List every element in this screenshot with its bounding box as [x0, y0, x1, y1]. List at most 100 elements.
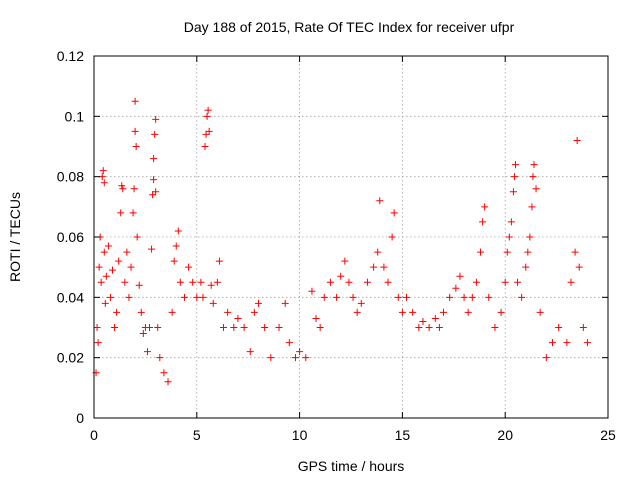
- data-point: [579, 324, 587, 331]
- data-point: [230, 324, 238, 331]
- data-point: [312, 314, 320, 322]
- data-point: [505, 233, 513, 241]
- data-point: [240, 324, 248, 331]
- data-point: [548, 339, 556, 347]
- data-point: [394, 293, 402, 301]
- data-point: [193, 293, 201, 301]
- data-point: [132, 143, 140, 150]
- data-point: [106, 293, 114, 301]
- data-point: [137, 308, 145, 316]
- data-point: [583, 339, 591, 347]
- x-tick-labels: 0 5 10 15 20 25: [90, 427, 616, 443]
- data-point: [207, 281, 215, 289]
- y-axis-label: ROTI / TECUs: [7, 192, 23, 282]
- data-point: [102, 272, 110, 280]
- data-point: [522, 263, 530, 271]
- data-point: [497, 308, 505, 316]
- data-point: [139, 330, 147, 338]
- data-point: [374, 248, 382, 256]
- x-tick-label: 10: [292, 427, 308, 443]
- data-point: [180, 293, 188, 301]
- data-point: [119, 185, 127, 193]
- data-point: [419, 317, 427, 325]
- data-point: [370, 263, 378, 271]
- data-point: [154, 324, 162, 331]
- x-tick-label: 20: [497, 427, 513, 443]
- data-point: [133, 233, 141, 241]
- data-point: [333, 293, 341, 301]
- data-point: [363, 278, 371, 286]
- data-point: [349, 293, 357, 301]
- data-point: [357, 299, 365, 307]
- data-point: [160, 369, 168, 377]
- data-point: [170, 257, 178, 265]
- data-point: [308, 287, 316, 295]
- x-tick-label: 25: [600, 427, 616, 443]
- data-point: [532, 185, 540, 193]
- data-point: [152, 115, 160, 123]
- axis-ticks: [93, 55, 609, 419]
- data-point: [337, 272, 345, 280]
- data-point: [111, 324, 119, 331]
- data-point: [296, 348, 304, 356]
- data-point: [146, 324, 154, 331]
- x-tick-label: 5: [193, 427, 201, 443]
- data-point: [468, 293, 476, 301]
- data-point: [501, 278, 509, 286]
- y-tick-label: 0.12: [57, 48, 84, 64]
- y-tick-label: 0.1: [65, 108, 85, 124]
- data-point: [326, 278, 334, 286]
- data-point: [435, 324, 443, 331]
- data-point: [220, 324, 228, 331]
- data-point: [176, 278, 184, 286]
- data-point: [507, 218, 515, 226]
- data-point: [100, 179, 108, 187]
- data-point: [431, 314, 439, 322]
- data-point: [555, 324, 563, 331]
- data-point: [130, 185, 138, 193]
- data-point: [149, 191, 157, 199]
- data-point: [575, 263, 583, 271]
- data-point: [563, 339, 571, 347]
- data-point: [528, 203, 536, 211]
- data-point: [152, 188, 160, 196]
- data-point: [121, 278, 129, 286]
- data-point: [510, 173, 518, 181]
- data-point: [526, 233, 534, 241]
- data-point: [456, 272, 464, 280]
- data-point: [127, 263, 135, 271]
- data-point: [518, 293, 526, 301]
- data-point: [353, 308, 361, 316]
- data-point: [440, 308, 448, 316]
- data-point: [485, 293, 493, 301]
- data-point: [376, 197, 384, 205]
- data-point: [536, 308, 544, 316]
- data-point: [514, 278, 522, 286]
- data-point: [529, 173, 537, 181]
- data-point: [174, 227, 182, 235]
- data-point: [446, 293, 454, 301]
- data-point: [503, 248, 511, 256]
- data-point: [530, 161, 538, 169]
- data-point: [213, 278, 221, 286]
- y-tick-label: 0.08: [57, 169, 84, 185]
- data-point: [254, 299, 262, 307]
- data-point: [542, 354, 550, 362]
- data-point: [388, 233, 396, 241]
- x-axis-label: GPS time / hours: [298, 458, 405, 474]
- data-point: [491, 324, 499, 331]
- data-point: [571, 248, 579, 256]
- data-point: [509, 188, 517, 196]
- data-point: [511, 161, 519, 169]
- data-point: [202, 130, 210, 138]
- data-point: [97, 278, 105, 286]
- data-point: [131, 97, 139, 105]
- data-point: [131, 127, 139, 135]
- y-tick-labels: 0 0.02 0.04 0.06 0.08 0.1 0.12: [57, 48, 84, 426]
- data-point: [150, 155, 158, 163]
- data-point: [156, 354, 164, 362]
- data-point: [460, 293, 468, 301]
- data-point: [320, 293, 328, 301]
- data-point: [125, 293, 133, 301]
